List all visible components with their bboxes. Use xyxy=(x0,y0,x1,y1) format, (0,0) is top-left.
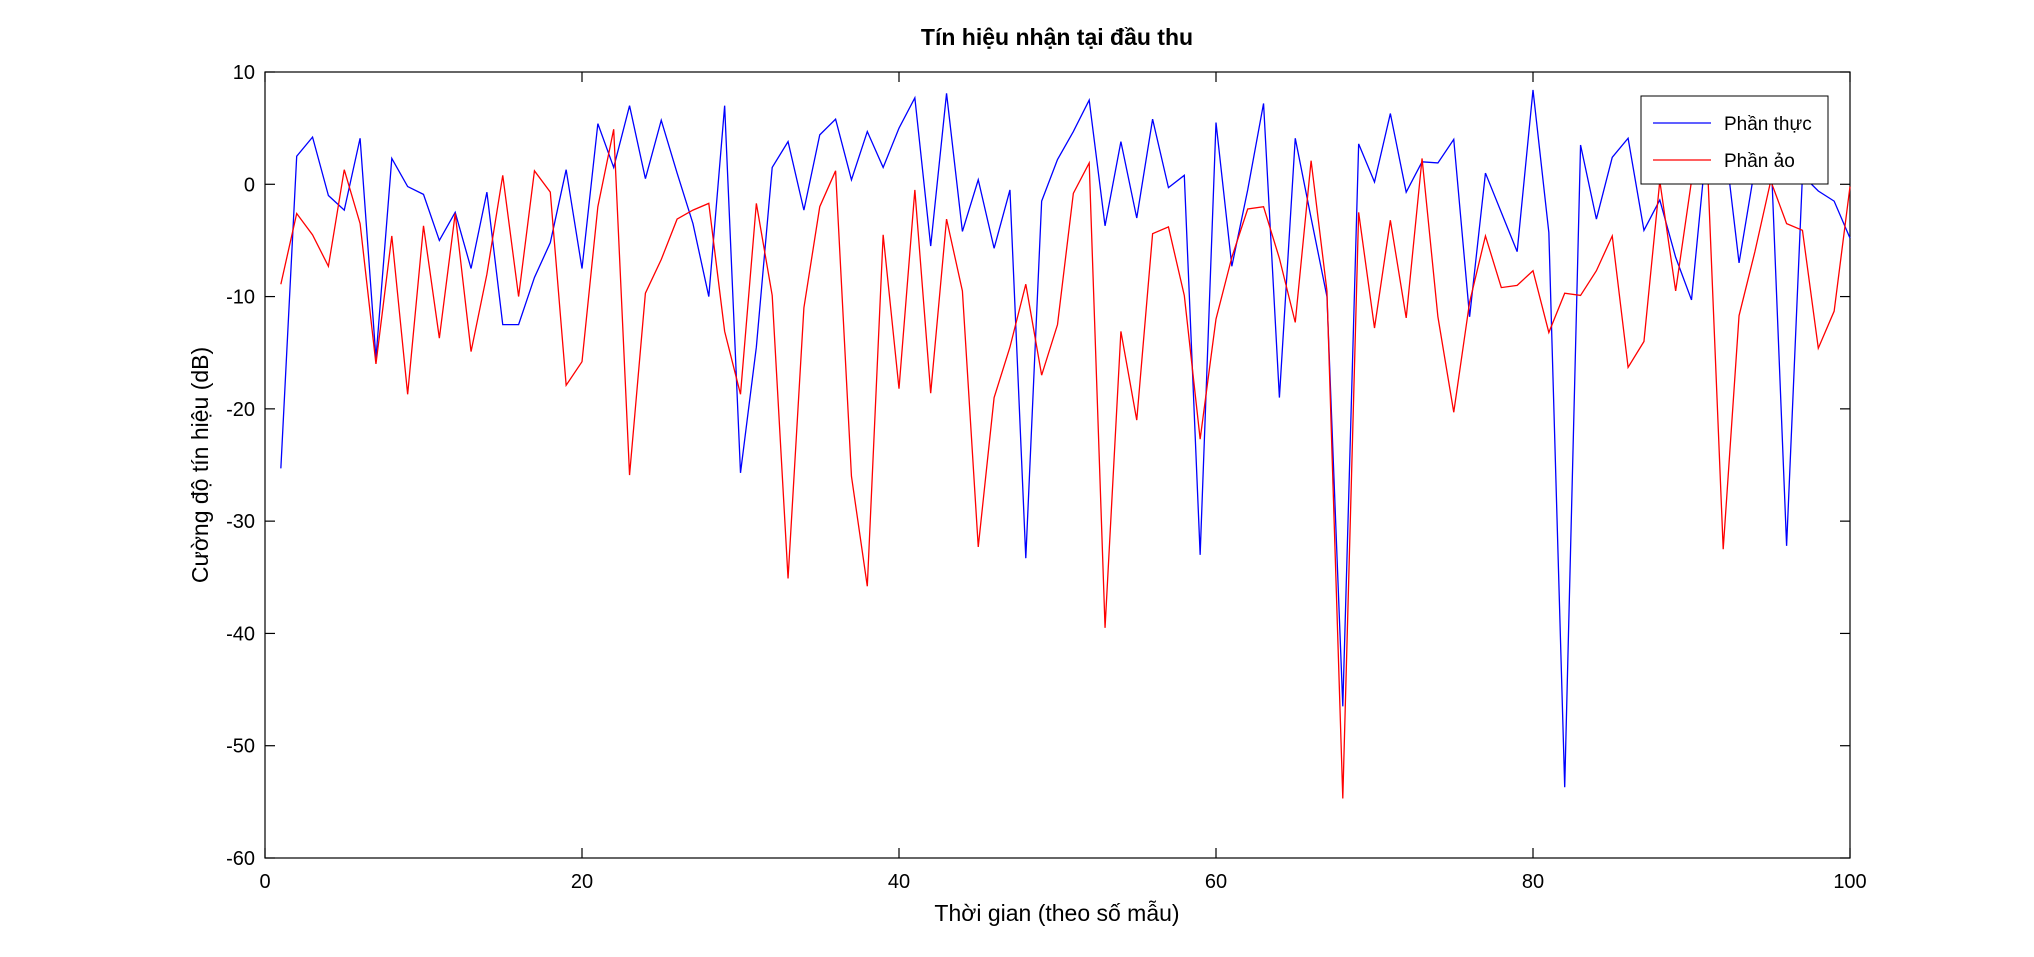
x-tick-label: 0 xyxy=(259,871,270,893)
y-tick-label: -60 xyxy=(226,848,255,870)
y-tick-label: -50 xyxy=(226,736,255,758)
y-tick-label: 10 xyxy=(233,62,255,84)
legend-label-real: Phần thực xyxy=(1724,114,1812,135)
x-axis-label: Thời gian (theo số mẫu) xyxy=(934,900,1179,926)
x-tick-label: 100 xyxy=(1833,871,1866,893)
chart-title: Tín hiệu nhận tại đầu thu xyxy=(921,24,1193,50)
series-line-real xyxy=(280,89,1851,788)
y-tick-label: -40 xyxy=(226,623,255,645)
y-tick-label: 0 xyxy=(244,174,255,196)
x-tick-label: 40 xyxy=(888,871,910,893)
legend-box xyxy=(1640,95,1829,185)
y-tick-label: -30 xyxy=(226,511,255,533)
series-line-imag xyxy=(280,129,1851,799)
plot-area xyxy=(264,71,1851,859)
x-tick-label: 80 xyxy=(1522,871,1544,893)
legend-label-imag: Phần ảo xyxy=(1724,151,1795,172)
y-axis-label: Cường độ tín hiệu (dB) xyxy=(187,347,213,583)
series-lines xyxy=(280,89,1851,799)
legend: Phần thực Phần ảo xyxy=(1640,95,1829,185)
x-tick-label: 20 xyxy=(571,871,593,893)
y-tick-label: -20 xyxy=(226,399,255,421)
y-tick-label: -10 xyxy=(226,287,255,309)
x-tick-label: 60 xyxy=(1205,871,1227,893)
